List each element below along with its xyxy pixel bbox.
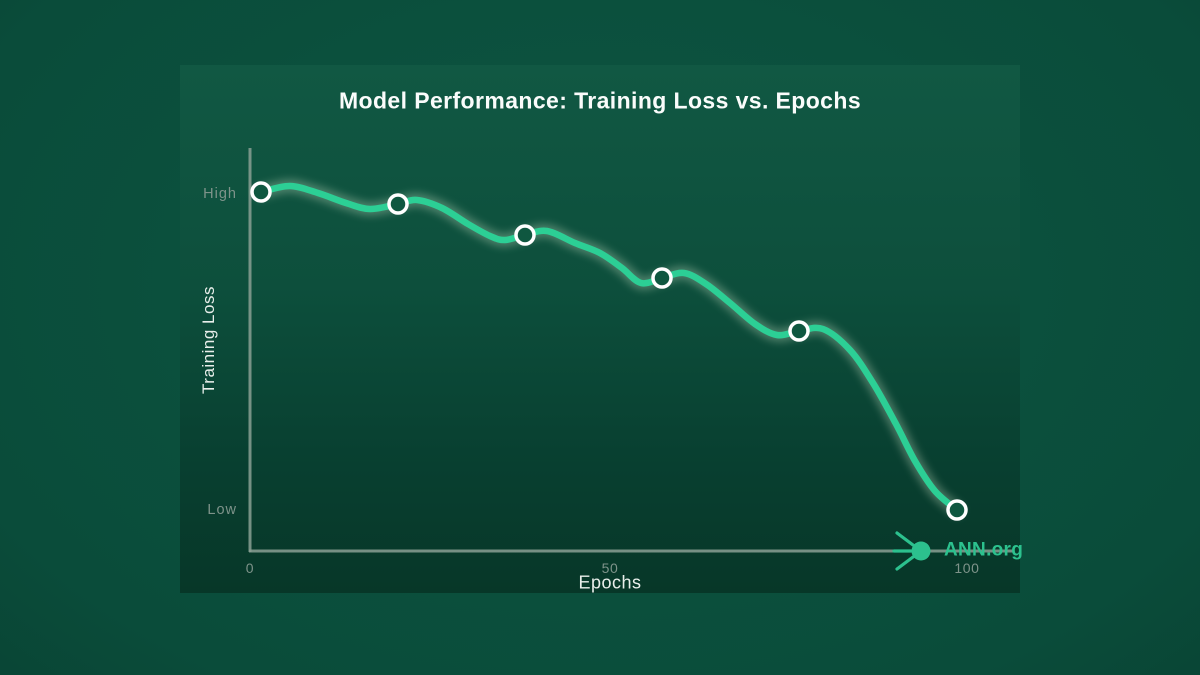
data-point-marker [514,224,536,246]
y-axis-label: Training Loss [199,286,218,394]
data-point-marker [387,193,409,215]
data-point-marker [250,181,272,203]
x-tick-50: 50 [601,560,619,576]
loss-curve-glow [254,179,964,517]
logo-text: ANN.org [944,539,1024,561]
chart-title: Model Performance: Training Loss vs. Epo… [338,87,862,114]
data-point-marker [946,499,968,521]
data-point-marker [651,267,673,289]
x-axis-label: Epochs [578,572,642,593]
x-tick-0: 0 [245,560,255,576]
data-point-marker [788,320,810,342]
chart-card [180,65,1020,593]
neuron-node-icon [892,531,931,571]
x-tick-100: 100 [954,560,980,576]
y-tick-low: Low [207,502,237,518]
y-tick-high: High [203,186,237,202]
data-point-markers [250,181,968,521]
